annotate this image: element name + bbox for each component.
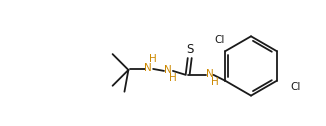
- Text: H: H: [149, 54, 157, 64]
- Text: S: S: [186, 43, 193, 56]
- Text: H: H: [169, 73, 177, 83]
- Text: N: N: [144, 63, 152, 73]
- Text: Cl: Cl: [290, 82, 301, 92]
- Text: N: N: [164, 65, 172, 75]
- Text: H: H: [211, 77, 218, 87]
- Text: N: N: [206, 69, 214, 79]
- Text: Cl: Cl: [214, 35, 225, 45]
